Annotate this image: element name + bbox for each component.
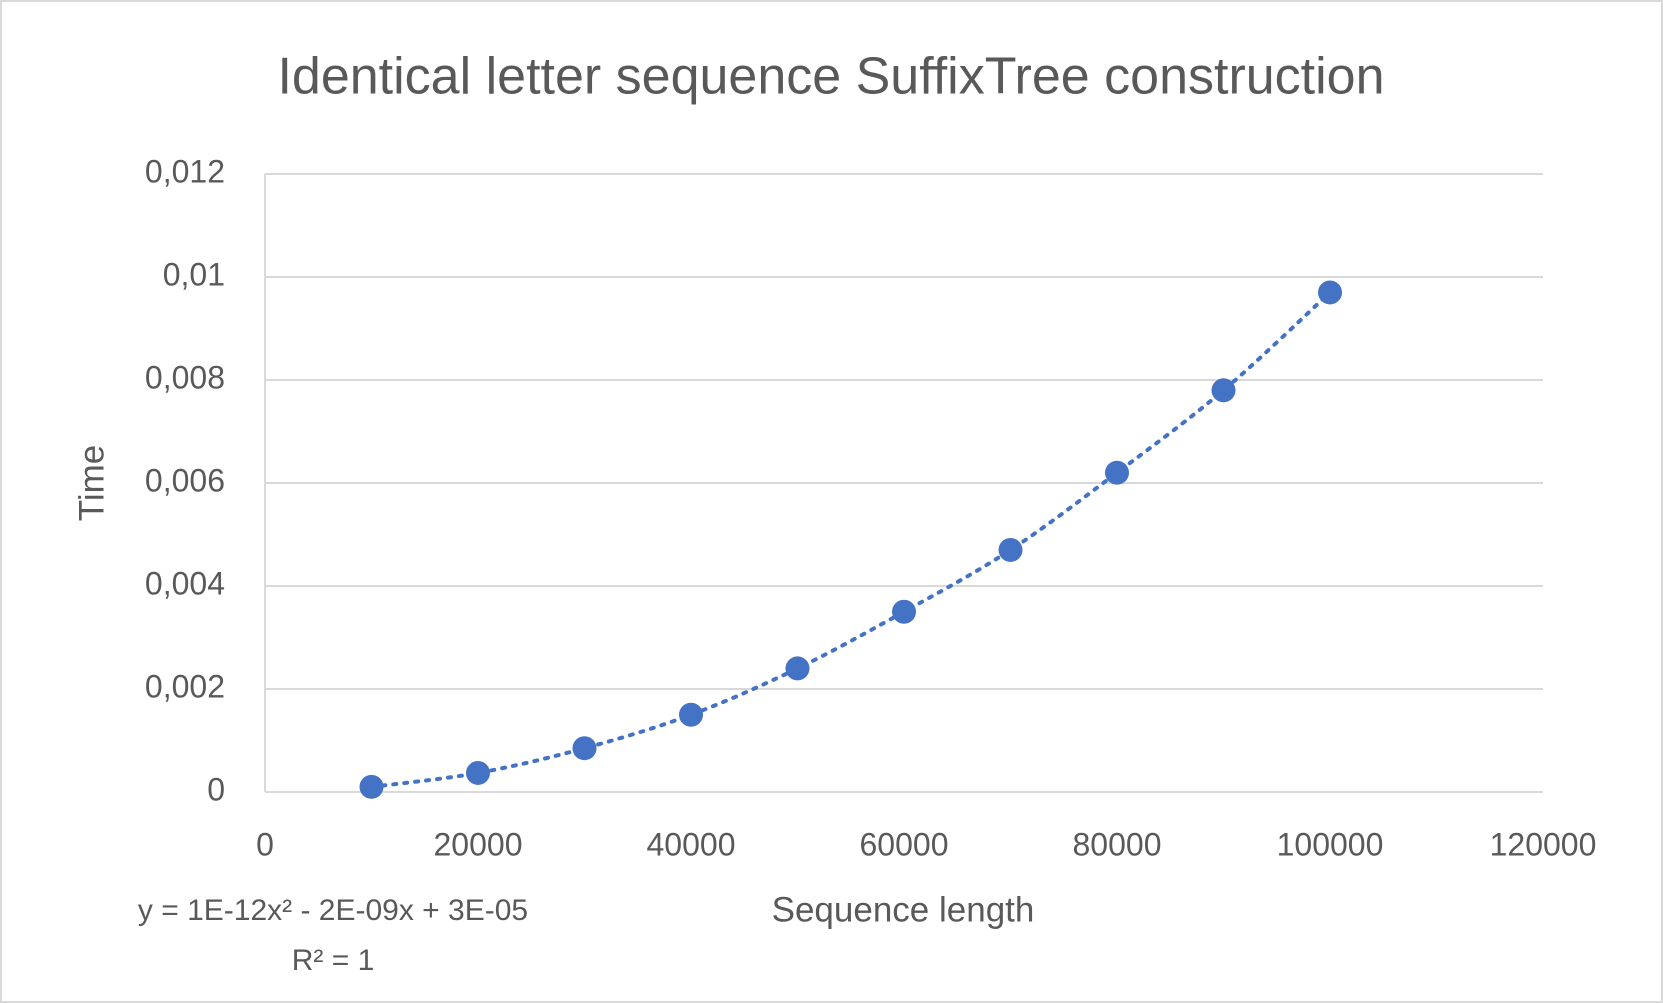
data-point — [572, 736, 597, 761]
trendline-equation: y = 1E-12x² - 2E-09x + 3E-05 — [138, 894, 528, 927]
data-point — [785, 656, 810, 681]
x-tick-label: 0 — [256, 826, 274, 862]
trendline — [369, 290, 1332, 789]
chart-title: Identical letter sequence SuffixTree con… — [277, 48, 1384, 106]
data-point — [359, 774, 384, 799]
x-tick-label: 40000 — [647, 826, 736, 862]
data-point — [679, 702, 703, 727]
x-tick-label: 80000 — [1073, 826, 1162, 862]
y-tick-label: 0,012 — [145, 153, 225, 189]
y-tick-label: 0,006 — [145, 462, 225, 498]
y-axis-title: Time — [72, 445, 111, 521]
data-point — [466, 760, 490, 785]
y-tick-label: 0,01 — [163, 256, 225, 292]
x-axis-title: Sequence length — [772, 890, 1035, 929]
y-tick-label: 0,002 — [145, 668, 225, 704]
trendline-r-squared: R² = 1 — [292, 944, 375, 977]
data-point — [1318, 280, 1342, 305]
y-tick-label: 0,008 — [145, 359, 225, 395]
x-tick-label: 20000 — [434, 826, 523, 862]
y-tick-label: 0 — [207, 771, 225, 807]
data-point — [1105, 460, 1129, 485]
data-point — [1211, 378, 1236, 403]
data-point — [892, 599, 916, 624]
x-tick-label: 100000 — [1277, 826, 1384, 862]
x-tick-label: 120000 — [1490, 826, 1597, 862]
x-tick-label: 60000 — [860, 826, 949, 862]
y-tick-label: 0,004 — [145, 565, 225, 601]
data-point — [998, 537, 1023, 562]
